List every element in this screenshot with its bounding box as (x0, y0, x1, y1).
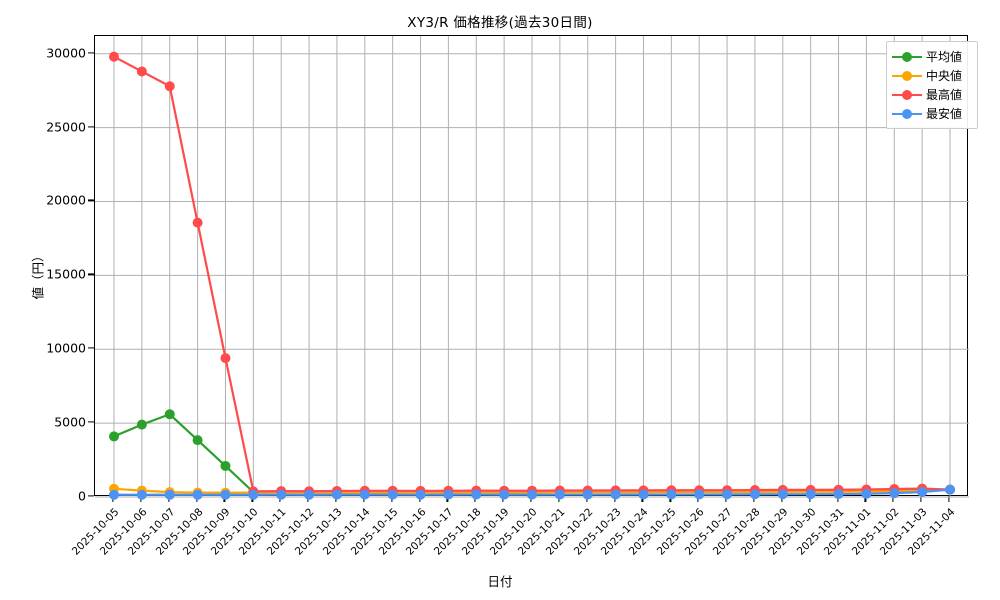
data-point-marker (109, 489, 119, 500)
y-tick-mark (88, 347, 94, 349)
data-point-marker (304, 489, 315, 500)
legend-item[interactable]: 平均値 (892, 47, 971, 66)
data-series-layer (109, 51, 955, 500)
data-point-marker (945, 484, 955, 495)
data-point-marker (109, 51, 119, 62)
data-point-marker (638, 489, 649, 500)
legend-label: 中央値 (926, 69, 963, 83)
data-point-marker (610, 489, 621, 500)
data-point-marker (694, 489, 705, 500)
data-point-marker (248, 489, 259, 500)
y-tick-label: 5000 (54, 414, 86, 430)
data-point-marker (527, 489, 537, 500)
legend-dot-swatch (902, 89, 912, 100)
data-point-marker (109, 431, 119, 442)
y-tick-mark (88, 273, 94, 275)
data-point-marker (805, 489, 816, 500)
x-axis-label: 日付 (487, 574, 513, 589)
data-point-marker (777, 489, 788, 500)
y-tick-label: 30000 (46, 45, 86, 61)
data-point-marker (471, 489, 482, 500)
y-tick-label: 20000 (46, 192, 86, 208)
data-point-marker (192, 217, 203, 228)
data-point-marker (666, 489, 677, 500)
legend-dot-swatch (902, 51, 912, 62)
legend-dot-swatch (902, 108, 912, 119)
data-point-marker (220, 353, 231, 364)
data-point-marker (889, 488, 900, 499)
chart-title: XY3/R 価格推移(過去30日間) (407, 15, 593, 31)
legend-dot-swatch (902, 70, 912, 81)
legend-item[interactable]: 中央値 (892, 66, 971, 85)
data-point-marker (861, 488, 872, 499)
data-point-marker (359, 489, 370, 500)
y-tick-mark (88, 199, 94, 202)
legend-item[interactable]: 最高値 (892, 85, 971, 104)
plot-area (94, 35, 969, 500)
y-tick-label: 25000 (46, 119, 86, 135)
data-series (109, 484, 955, 500)
y-tick-mark (88, 421, 94, 423)
x-tick-mark (892, 496, 894, 502)
data-point-marker (499, 489, 510, 500)
data-point-marker (136, 66, 147, 77)
data-point-marker (164, 81, 175, 92)
data-point-marker (331, 489, 342, 500)
data-series (109, 51, 955, 497)
data-point-marker (276, 489, 287, 500)
data-point-marker (443, 489, 454, 500)
x-tick-mark (836, 496, 839, 502)
data-point-marker (554, 489, 565, 500)
y-tick-mark (88, 495, 94, 497)
data-point-marker (136, 489, 147, 500)
data-point-marker (220, 489, 231, 500)
data-point-marker (220, 460, 231, 471)
series-line (112, 55, 952, 493)
data-point-marker (192, 435, 203, 446)
data-point-marker (917, 486, 928, 497)
y-tick-mark (88, 52, 94, 54)
x-tick-mark (948, 496, 950, 502)
data-point-marker (387, 489, 398, 500)
y-tick-label: 0 (78, 488, 86, 504)
data-point-marker (833, 489, 844, 500)
data-point-marker (722, 489, 733, 500)
legend-marker-icon (892, 50, 922, 64)
data-point-marker (164, 489, 175, 500)
y-tick-label: 15000 (46, 266, 86, 282)
data-point-marker (749, 489, 760, 500)
x-tick-mark (864, 496, 866, 502)
y-tick-label: 10000 (46, 340, 86, 356)
x-tick-mark (920, 496, 922, 502)
legend-marker-icon (892, 69, 922, 83)
data-point-marker (164, 409, 175, 420)
legend-marker-icon (892, 88, 922, 102)
data-point-marker (582, 489, 593, 500)
legend-label: 最安値 (926, 107, 963, 121)
chart-legend: 平均値中央値最高値最安値 (886, 41, 978, 129)
legend-marker-icon (892, 107, 922, 121)
legend-label: 最高値 (926, 88, 963, 102)
data-point-marker (415, 489, 426, 500)
y-tick-mark (88, 126, 94, 128)
data-point-marker (192, 489, 203, 500)
data-series (109, 409, 955, 498)
legend-item[interactable]: 最安値 (892, 104, 971, 123)
data-point-marker (136, 419, 147, 430)
legend-label: 平均値 (926, 50, 963, 64)
